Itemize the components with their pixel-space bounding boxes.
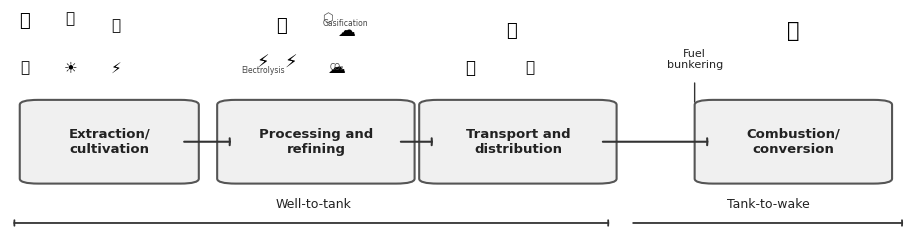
Text: 💨: 💨 (19, 60, 29, 75)
Text: Gasification: Gasification (323, 19, 368, 28)
Text: 🗼: 🗼 (465, 59, 474, 77)
Text: 🚢: 🚢 (506, 22, 517, 40)
Text: 🛢: 🛢 (65, 11, 75, 26)
Text: Combustion/
conversion: Combustion/ conversion (746, 128, 840, 156)
Text: 🚢: 🚢 (787, 21, 799, 41)
Text: 🏭: 🏭 (276, 17, 286, 35)
FancyBboxPatch shape (19, 100, 199, 184)
Text: Tank-to-wake: Tank-to-wake (727, 198, 810, 211)
Text: Processing and
refining: Processing and refining (259, 128, 373, 156)
Text: Electrolysis: Electrolysis (241, 66, 285, 75)
Text: Transport and
distribution: Transport and distribution (466, 128, 570, 156)
Text: Fuel
bunkering: Fuel bunkering (667, 49, 723, 70)
Text: CO₂: CO₂ (330, 63, 344, 72)
Text: ☁: ☁ (328, 59, 345, 77)
Text: ⚡: ⚡ (285, 54, 297, 72)
FancyBboxPatch shape (217, 100, 414, 184)
FancyBboxPatch shape (694, 100, 892, 184)
Text: ⚡: ⚡ (111, 60, 122, 75)
Text: 🏗: 🏗 (111, 18, 121, 34)
Text: ⬡: ⬡ (322, 12, 332, 25)
Text: 🌳: 🌳 (19, 12, 29, 30)
Text: 🔋: 🔋 (525, 60, 534, 75)
Text: ☀: ☀ (64, 60, 77, 75)
Text: ⚡: ⚡ (257, 54, 270, 72)
Text: Well-to-tank: Well-to-tank (275, 198, 352, 211)
Text: Extraction/
cultivation: Extraction/ cultivation (68, 128, 150, 156)
FancyBboxPatch shape (419, 100, 616, 184)
Text: ☁: ☁ (337, 22, 355, 40)
